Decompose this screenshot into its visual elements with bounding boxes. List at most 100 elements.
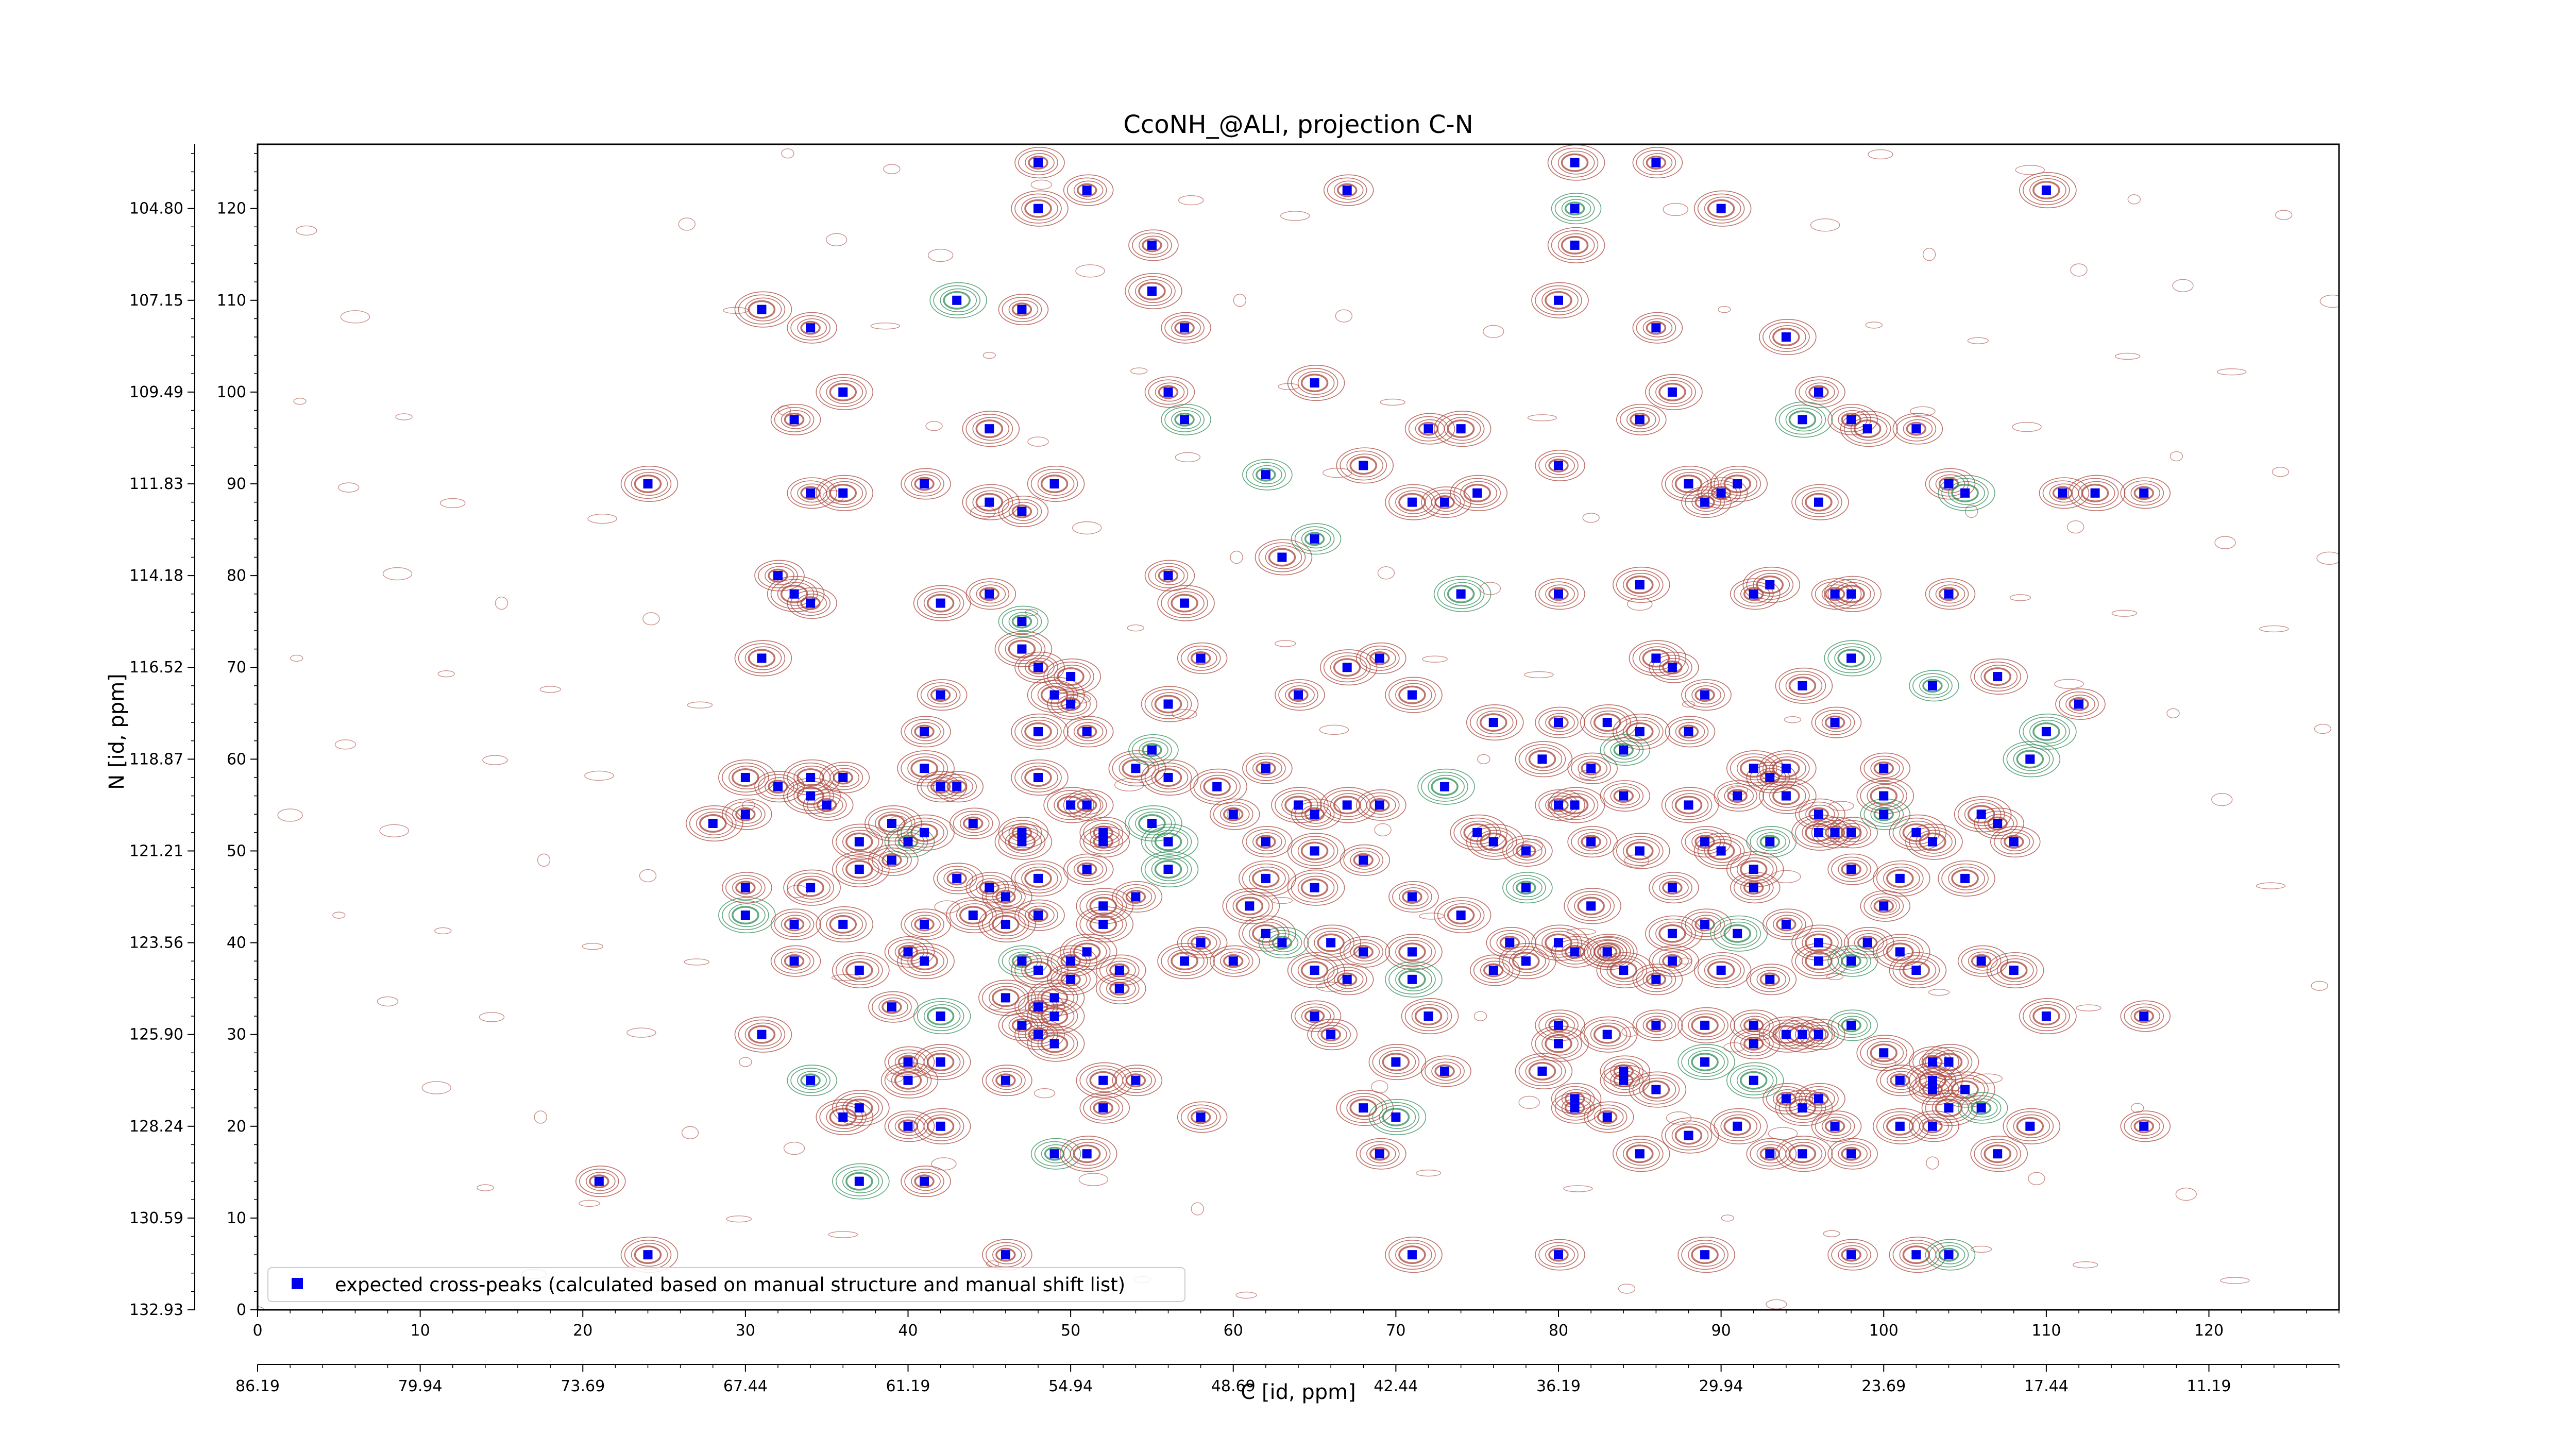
peak-contour <box>1632 964 1683 996</box>
peak-contour <box>1063 716 1114 748</box>
cross-peak-point <box>1472 828 1482 837</box>
cross-peak-point <box>903 1057 913 1067</box>
cross-peak-point <box>1310 846 1319 856</box>
peak-contour <box>1938 475 1995 511</box>
y-tick-label: 120 <box>217 200 246 218</box>
cross-peak-point <box>1407 974 1417 984</box>
peak-contour <box>1970 1136 2028 1172</box>
noise-contour <box>1175 452 1201 463</box>
cross-peak-point <box>1049 1149 1059 1159</box>
noise-contour <box>332 912 346 919</box>
cross-peak-point <box>1846 415 1856 425</box>
peak-contour <box>1011 190 1069 227</box>
noise-contour <box>482 755 508 765</box>
cross-peak-point <box>1667 663 1677 672</box>
cross-peak-point <box>952 295 962 305</box>
peak-contour <box>1759 318 1817 356</box>
cross-peak-point <box>1846 589 1856 599</box>
noise-contour <box>582 942 603 950</box>
peak-contour <box>783 869 841 906</box>
peak-contour <box>1287 869 1345 906</box>
noise-contour <box>1127 624 1145 632</box>
noise-contour <box>1419 913 1445 920</box>
x-tick-label: 120 <box>2194 1322 2224 1340</box>
peak-contour <box>1014 147 1065 179</box>
peak-contour <box>1368 1099 1427 1136</box>
secondary-x-tick-label: 17.44 <box>2024 1377 2069 1395</box>
cross-peak-point <box>1294 800 1303 810</box>
peak-contour <box>1291 1000 1342 1032</box>
cross-peak-point <box>1147 819 1157 829</box>
cross-peak-point <box>1359 855 1368 865</box>
cross-peak-point <box>1781 919 1791 929</box>
peak-contour <box>1531 282 1589 318</box>
noise-contour <box>1072 521 1102 535</box>
peak-contour <box>1759 750 1817 787</box>
cross-peak-point <box>1846 653 1856 663</box>
peak-contour <box>1287 833 1345 869</box>
noise-contour <box>1926 1156 1939 1170</box>
noise-contour <box>293 398 307 405</box>
peak-contour <box>816 475 874 511</box>
x-tick-label: 110 <box>2031 1322 2061 1340</box>
cross-peak-point <box>1342 800 1352 810</box>
cross-peak-point <box>1570 204 1580 213</box>
noise-contour <box>739 1057 752 1067</box>
peak-contour <box>1629 1071 1687 1108</box>
cross-peak-point <box>789 589 799 599</box>
cross-peak-point <box>2074 699 2083 709</box>
peak-contour <box>1613 713 1670 750</box>
peak-contour <box>1714 780 1764 812</box>
peak-contour <box>770 945 821 977</box>
peak-contour <box>901 468 951 500</box>
cross-peak-point <box>2025 1121 2035 1131</box>
peak-contour <box>1417 768 1475 805</box>
cross-peak-point <box>1879 791 1889 801</box>
peak-contour <box>787 1065 837 1096</box>
noise-contour <box>1075 264 1105 278</box>
cross-peak-point <box>1619 965 1629 975</box>
cross-peak-point <box>1911 1250 1921 1260</box>
peak-contour <box>1486 927 1537 959</box>
cross-peak-point <box>2090 488 2100 498</box>
cross-peak-point <box>2041 727 2051 736</box>
peak-contour <box>2067 475 2126 511</box>
peak-contour <box>1905 823 1963 860</box>
noise-contour <box>883 164 901 174</box>
cross-peak-point <box>1407 690 1417 700</box>
peak-contour <box>1141 759 1199 796</box>
cross-peak-point <box>1180 598 1190 608</box>
peak-contour <box>1433 576 1492 612</box>
y-tick-label: 30 <box>227 1026 246 1044</box>
noise-contour <box>828 1231 858 1238</box>
noise-contour <box>295 225 317 236</box>
peak-contour <box>998 294 1049 326</box>
cross-peak-point <box>1570 1103 1580 1113</box>
peak-contour <box>1990 826 2041 858</box>
noise-contour <box>1682 700 1696 708</box>
cross-peak-point <box>1554 295 1563 305</box>
noise-contour <box>1280 211 1310 221</box>
peak-contour <box>1827 853 1878 885</box>
cross-peak-point <box>1814 956 1823 966</box>
peak-contour <box>2120 1110 2171 1142</box>
cross-peak-point <box>1798 1103 1807 1113</box>
cross-peak-point <box>1651 158 1661 167</box>
noise-contour <box>1865 322 1883 329</box>
peak-contour <box>945 897 1004 934</box>
x-tick-label: 50 <box>1061 1322 1080 1340</box>
noise-contour <box>537 853 551 867</box>
cross-peak-point <box>1261 873 1270 883</box>
noise-contour <box>382 567 413 581</box>
cross-peak-point <box>838 488 848 498</box>
cross-peak-point <box>1862 938 1872 948</box>
cross-peak-point <box>1619 1066 1629 1076</box>
peak-contour <box>722 798 772 830</box>
peak-contour <box>897 943 955 980</box>
cross-peak-point <box>1294 690 1303 700</box>
cross-peak-point <box>1814 809 1823 819</box>
peak-contour <box>1775 667 1833 704</box>
noise-contour <box>1666 1111 1692 1125</box>
